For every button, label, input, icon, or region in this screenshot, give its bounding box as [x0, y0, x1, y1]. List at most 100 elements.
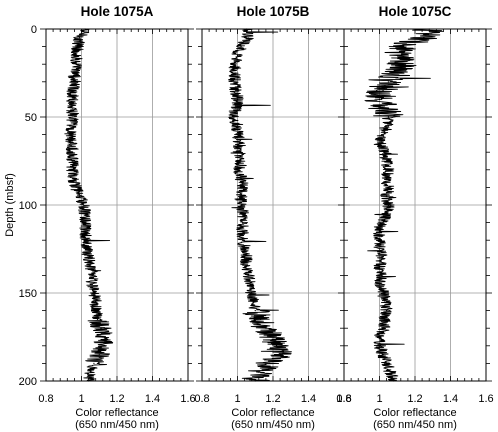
data-point [91, 274, 93, 276]
x-axis-subtitle: (650 nm/450 nm) [373, 419, 457, 431]
data-point [378, 266, 381, 268]
y-tick-label: 150 [19, 288, 37, 300]
data-point [84, 239, 86, 241]
x-tick-label: 1 [234, 393, 240, 405]
data-point [86, 248, 88, 250]
data-point [73, 81, 75, 83]
panel-title: Hole 1075A [81, 4, 154, 19]
data-point [235, 72, 237, 74]
x-tick-label: 1.6 [180, 393, 195, 405]
data-point [238, 151, 240, 153]
data-point [77, 46, 79, 48]
data-point [382, 134, 384, 136]
data-point [93, 362, 95, 364]
data-point [242, 186, 244, 188]
data-point [378, 248, 381, 250]
data-point [72, 151, 74, 153]
y-tick-label: 100 [19, 200, 37, 212]
data-point [95, 301, 97, 303]
data-point [72, 178, 74, 180]
data-point [382, 222, 384, 224]
data-point [103, 345, 106, 347]
x-axis-subtitle: (650 nm/450 nm) [231, 419, 315, 431]
data-point [378, 142, 381, 144]
data-point [245, 28, 247, 30]
data-point [279, 354, 281, 356]
y-tick-label: 0 [31, 24, 37, 36]
data-point [384, 318, 386, 320]
data-point [244, 248, 246, 250]
data-point [382, 90, 384, 92]
data-point [386, 213, 388, 215]
panel-2: Hole 1075B 0.8 1 1.2 1.4 1.6 Color reflectance… [194, 4, 351, 431]
data-point [378, 230, 381, 232]
data-point [247, 37, 249, 39]
data-point [254, 310, 256, 312]
reflectance-trace [228, 28, 292, 382]
data-point [98, 354, 100, 356]
data-point [79, 195, 81, 197]
data-point [72, 90, 74, 92]
x-tick-label: 1 [376, 393, 382, 405]
data-point [240, 195, 242, 197]
data-point [380, 274, 382, 276]
data-point [84, 28, 86, 30]
data-point [245, 266, 247, 268]
data-point [247, 274, 249, 276]
data-point [387, 125, 389, 127]
data-point [70, 125, 72, 127]
x-axis-title: Color reflectance [231, 407, 314, 419]
x-tick-label: 0.8 [336, 393, 351, 405]
data-point [236, 125, 239, 127]
data-point [240, 160, 242, 162]
data-point [233, 116, 235, 118]
data-point [96, 318, 99, 320]
data-point [236, 134, 239, 136]
data-point [242, 239, 244, 241]
data-point [400, 46, 402, 48]
x-tick-label: 1 [78, 393, 84, 405]
data-point [72, 98, 74, 100]
data-point [79, 37, 81, 39]
data-point [387, 169, 389, 171]
y-tick-label: 50 [25, 112, 37, 124]
data-point [259, 318, 262, 320]
data-point [242, 230, 244, 232]
data-point [378, 345, 381, 347]
data-point [384, 327, 386, 329]
panel-title: Hole 1075C [379, 4, 452, 19]
data-point [240, 204, 242, 206]
data-point [84, 230, 86, 232]
y-tick-label: 200 [19, 376, 37, 388]
data-point [88, 257, 90, 259]
data-point [387, 116, 389, 118]
data-point [382, 107, 384, 109]
data-point [268, 362, 271, 364]
x-tick-label: 1.6 [336, 393, 351, 405]
x-tick-label: 1.2 [109, 393, 124, 405]
x-tick-label: 0.8 [194, 393, 209, 405]
data-point [235, 107, 237, 109]
data-point [84, 222, 86, 224]
data-point [242, 213, 244, 215]
data-point [72, 116, 74, 118]
data-point [102, 336, 104, 338]
data-point [233, 63, 235, 65]
data-point [72, 160, 74, 162]
data-point [387, 81, 389, 83]
data-point [236, 54, 239, 57]
data-point [393, 380, 395, 382]
data-point [252, 301, 255, 303]
data-point [387, 186, 389, 188]
data-point [236, 98, 239, 100]
data-point [82, 204, 84, 206]
data-point [386, 178, 388, 180]
data-point [380, 257, 382, 259]
reflectance-trace [364, 28, 444, 382]
data-point [384, 151, 386, 153]
data-point [240, 178, 242, 180]
data-point [72, 107, 74, 109]
data-point [70, 134, 72, 136]
data-point [238, 142, 240, 144]
data-point [249, 283, 251, 285]
